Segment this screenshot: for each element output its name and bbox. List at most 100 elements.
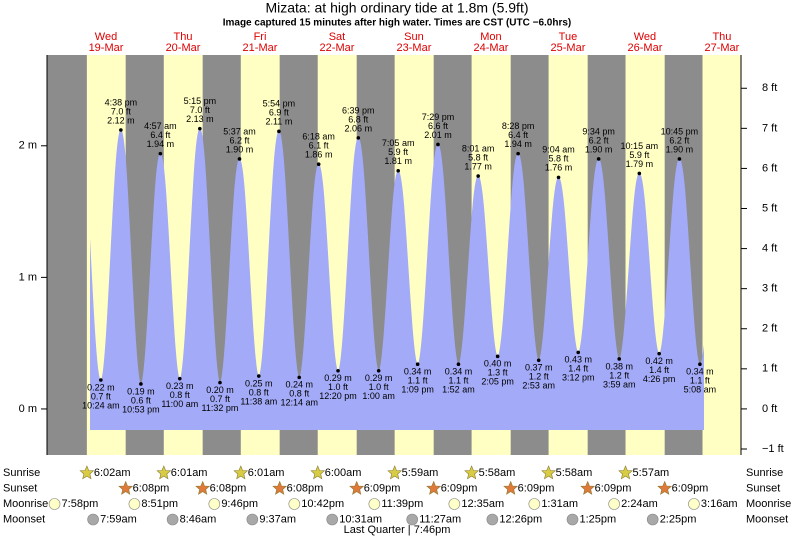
row-label: Moonset xyxy=(746,513,788,525)
date-label: 23-Mar xyxy=(397,42,432,54)
y2-tick-label: 0 ft xyxy=(762,403,777,415)
row-time: 11:27am xyxy=(419,513,461,525)
row-time: 9:46pm xyxy=(221,498,258,510)
high-tide-label: 4:57 am xyxy=(144,121,177,131)
high-tide-label: 6.2 ft xyxy=(229,135,250,145)
sun-icon xyxy=(657,480,673,495)
low-tide-label: 12:20 pm xyxy=(319,391,357,401)
high-tide-label: 2.06 m xyxy=(345,123,373,133)
low-tide-label: 11:00 am xyxy=(161,399,198,409)
low-tide-label: 1.4 ft xyxy=(649,365,670,375)
row-time: 6:08pm xyxy=(287,482,324,494)
tide-point xyxy=(677,157,682,161)
row-time: 5:58am xyxy=(479,467,516,479)
moon-icon xyxy=(566,513,579,526)
tide-point xyxy=(536,358,541,363)
moon-icon xyxy=(208,498,221,510)
high-tide-label: 1.94 m xyxy=(147,139,175,149)
date-label: 25-Mar xyxy=(551,42,586,54)
high-tide-label: 1.86 m xyxy=(305,150,333,160)
moon-icon xyxy=(288,498,301,510)
row-time: 6:09pm xyxy=(518,482,555,494)
high-tide-label: 6.9 ft xyxy=(269,108,290,118)
y2-tick-label: −1 ft xyxy=(762,443,784,455)
tide-point xyxy=(617,357,622,361)
high-tide-label: 1.79 m xyxy=(626,159,654,169)
high-tide-label: 2.01 m xyxy=(424,130,452,140)
tide-point xyxy=(376,368,381,373)
low-tide-label: 11:32 pm xyxy=(202,403,239,413)
row-time: 10:42pm xyxy=(301,498,344,510)
tide-point xyxy=(637,171,642,176)
row-time: 5:59am xyxy=(402,467,439,479)
row-time: 6:09pm xyxy=(672,482,709,494)
tide-point xyxy=(139,382,143,386)
row-time: 3:16am xyxy=(701,498,738,510)
day-label: Wed xyxy=(95,31,117,43)
row-time: 2:25pm xyxy=(660,513,697,525)
moon-icon xyxy=(448,498,461,510)
tide-point xyxy=(356,136,361,140)
sun-icon xyxy=(580,480,596,495)
tide-point xyxy=(218,380,222,385)
low-tide-label: 0.34 m xyxy=(445,367,473,377)
high-tide-label: 10:45 pm xyxy=(661,126,699,136)
sun-icon xyxy=(387,465,403,480)
day-label: Tue xyxy=(559,31,578,43)
moon-icon xyxy=(406,513,418,526)
tide-point xyxy=(277,129,281,134)
high-tide-label: 5:15 pm xyxy=(184,96,217,106)
high-tide-label: 6.1 ft xyxy=(309,141,330,151)
sun-icon xyxy=(618,465,633,480)
low-tide-label: 0.38 m xyxy=(605,361,633,371)
high-tide-label: 7.0 ft xyxy=(111,106,132,116)
row-label: Sunset xyxy=(746,482,780,494)
row-time: 2:24am xyxy=(621,498,658,510)
row-time: 1:25pm xyxy=(579,513,616,525)
low-tide-label: 1.1 ft xyxy=(448,376,469,386)
high-tide-label: 2.12 m xyxy=(107,115,135,125)
y2-tick-label: 8 ft xyxy=(762,82,777,94)
day-label: Fri xyxy=(254,31,267,43)
tide-point xyxy=(556,175,561,180)
low-tide-label: 0.7 ft xyxy=(91,391,112,401)
chart-title: Mizata: at high ordinary tide at 1.8m (5… xyxy=(265,0,528,16)
high-tide-label: 5:37 am xyxy=(223,126,256,136)
high-tide-label: 4:38 pm xyxy=(105,97,138,107)
tide-point xyxy=(316,162,321,167)
sun-icon xyxy=(233,465,249,480)
tide-point xyxy=(456,362,461,367)
tide-point xyxy=(177,376,182,381)
tide-point xyxy=(257,374,261,378)
row-time: 6:01am xyxy=(248,467,285,479)
y-tick-label: 1 m xyxy=(19,271,37,283)
y-tick-label: 0 m xyxy=(19,403,37,415)
moon-icon xyxy=(326,513,339,526)
low-tide-label: 0.37 m xyxy=(525,363,553,373)
y2-tick-label: 4 ft xyxy=(762,242,777,254)
moon-phase: Last Quarter | 7:46pm xyxy=(344,524,451,536)
row-label: Moonrise xyxy=(746,498,791,510)
sun-icon xyxy=(464,465,480,480)
row-time: 12:35am xyxy=(461,498,504,510)
high-tide-label: 6.4 ft xyxy=(150,130,171,140)
tide-point xyxy=(396,168,400,173)
high-tide-label: 7:29 pm xyxy=(422,112,455,122)
row-time: 5:58am xyxy=(556,467,593,479)
row-time: 6:02am xyxy=(94,467,131,479)
sun-icon xyxy=(118,480,134,495)
low-tide-label: 12:14 am xyxy=(280,398,318,408)
date-label: 21-Mar xyxy=(243,42,278,54)
high-tide-label: 6:18 am xyxy=(302,132,335,142)
high-tide-label: 2.13 m xyxy=(186,114,214,124)
low-tide-label: 0.8 ft xyxy=(170,390,191,400)
day-label: Sat xyxy=(329,31,346,43)
low-tide-label: 5:08 am xyxy=(684,385,717,395)
row-time: 8:46am xyxy=(180,513,217,525)
moon-icon xyxy=(48,498,61,510)
tide-point xyxy=(698,362,702,367)
low-tide-label: 1.1 ft xyxy=(408,376,429,386)
tide-point xyxy=(119,128,123,132)
